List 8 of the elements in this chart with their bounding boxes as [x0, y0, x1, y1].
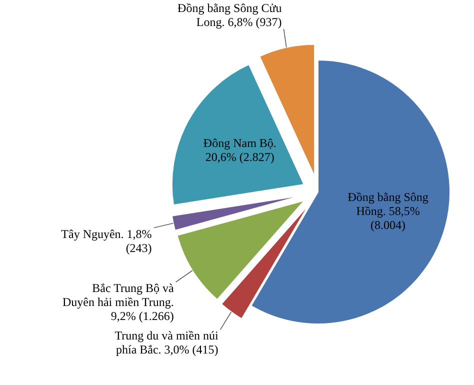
slice-label: Bắc Trung Bộ và Duyên hải miền Trung. — [62, 281, 174, 310]
slice-label: Tây Nguyên. 1,8% (243) — [61, 226, 152, 255]
slice-label: Đồng bằng Sông Hồng. 58,5% (8.004) — [348, 190, 428, 232]
slice-label: Trung du và miền núi phía Bắc. 3,0% (415) — [114, 328, 219, 357]
slice-label: Đông Nam Bộ. — [203, 136, 276, 150]
slice-label: Đồng bằng Sông Cửu Long. 6,8% (937) — [178, 0, 282, 29]
data-label: 9,2% (1.266) — [110, 309, 174, 324]
data-label: 20,6% (2.827) — [205, 150, 274, 164]
